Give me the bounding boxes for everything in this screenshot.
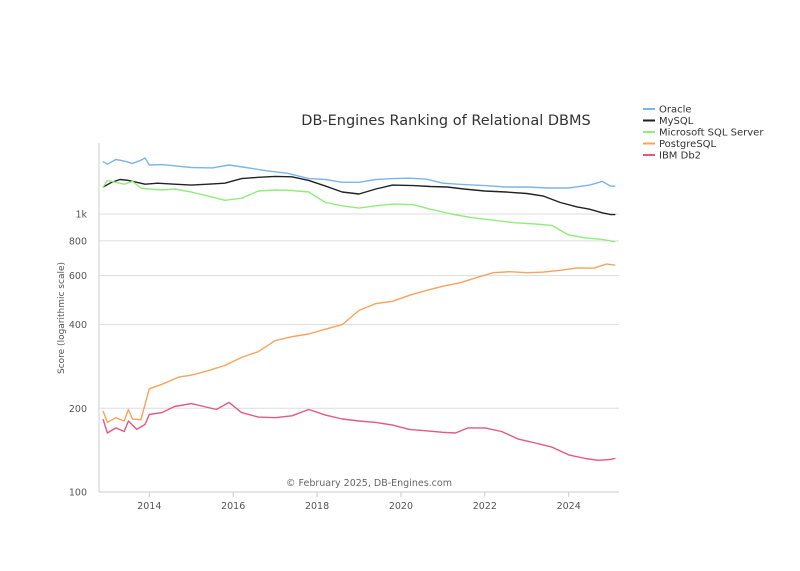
series-line-oracle	[102, 157, 616, 189]
legend-label: IBM Db2	[659, 151, 701, 162]
series-line-postgresql	[102, 263, 616, 424]
legend-label: Oracle	[659, 105, 692, 116]
x-tick-label: 2018	[305, 501, 329, 512]
series-line-microsoft-sql-server	[102, 179, 616, 243]
x-tick-label: 2016	[221, 501, 245, 512]
y-tick-label: 800	[69, 236, 87, 247]
y-tick-label: 1k	[75, 209, 87, 220]
gridlines	[99, 213, 619, 493]
y-tick-label: 200	[69, 404, 87, 415]
y-tick-label: 400	[69, 320, 87, 331]
legend-label: Microsoft SQL Server	[659, 128, 764, 139]
legend-label: MySQL	[659, 116, 694, 127]
series-line-ibm-db2	[102, 401, 616, 461]
x-tick-label: 2022	[473, 501, 497, 512]
legend-label: PostgreSQL	[659, 139, 717, 150]
y-axis-title: Score (logarithmic scale)	[57, 262, 67, 374]
y-tick-label: 100	[69, 488, 87, 499]
legend-item-postgresql[interactable]: PostgreSQL	[643, 139, 717, 150]
legend-item-mysql[interactable]: MySQL	[643, 116, 694, 127]
y-axis: 100 200 400 600 800 1k	[69, 143, 100, 499]
series-lines	[102, 157, 616, 461]
chart-title: DB-Engines Ranking of Relational DBMS	[301, 113, 590, 129]
legend-item-ibm-db2[interactable]: IBM Db2	[643, 151, 701, 162]
x-axis: 2014 2016 2018 2020 2022 2024	[99, 491, 619, 512]
x-tick-label: 2024	[557, 501, 581, 512]
series-line-mysql	[102, 175, 616, 216]
x-tick-label: 2020	[389, 501, 413, 512]
y-tick-label: 600	[69, 271, 87, 282]
chart-credit: © February 2025, DB-Engines.com	[286, 478, 452, 489]
x-tick-label: 2014	[137, 501, 161, 512]
legend-item-oracle[interactable]: Oracle	[643, 105, 692, 116]
legend-item-microsoft-sql-server[interactable]: Microsoft SQL Server	[643, 128, 764, 139]
